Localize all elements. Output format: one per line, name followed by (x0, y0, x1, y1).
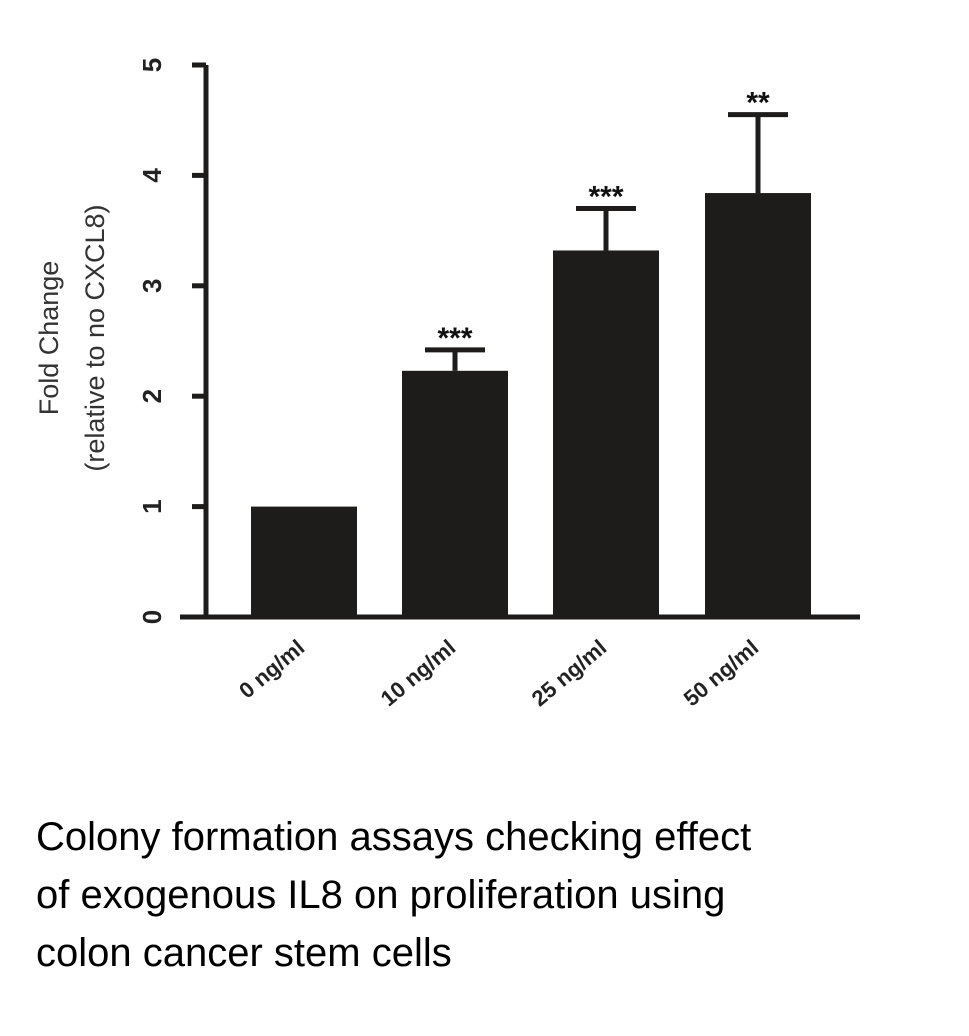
y-tick-label-4: 4 (137, 168, 167, 183)
axes-group (180, 65, 860, 620)
significance-label-1: *** (437, 322, 472, 355)
caption-line-3: colon cancer stem cells (36, 931, 452, 975)
significance-label-3: ** (746, 87, 770, 120)
caption-line-2: of exogenous IL8 on proliferation using (36, 873, 726, 917)
x-tick-label-1: 10 ng/ml (376, 635, 460, 712)
bar-0 (251, 506, 357, 617)
error-bars-group (425, 112, 788, 371)
figure-caption: Colony formation assays checking effect … (36, 808, 956, 982)
caption-line-1: Colony formation assays checking effect (36, 815, 752, 859)
y-ticks-group: 0 1 2 3 4 5 (137, 58, 206, 624)
bar-3 (705, 193, 811, 617)
y-tick-label-2: 2 (137, 389, 167, 403)
bar-2 (553, 250, 659, 618)
significance-label-2: *** (588, 181, 623, 214)
y-tick-label-0: 0 (137, 610, 167, 624)
x-tick-label-2: 25 ng/ml (527, 635, 611, 712)
x-labels-group: 0 ng/ml 10 ng/ml 25 ng/ml 50 ng/ml (234, 635, 763, 712)
y-axis-title-line-1: Fold Change (34, 261, 64, 416)
y-tick-label-5: 5 (137, 58, 167, 72)
x-tick-label-0: 0 ng/ml (234, 635, 309, 704)
y-axis-title: Fold Change (relative to no CXCL8) (34, 204, 110, 471)
y-tick-label-1: 1 (137, 499, 167, 513)
x-tick-label-3: 50 ng/ml (679, 635, 763, 712)
bar-chart: Fold Change (relative to no CXCL8) *****… (34, 58, 860, 712)
y-axis-title-line-2: (relative to no CXCL8) (80, 204, 110, 471)
y-tick-label-3: 3 (137, 279, 167, 293)
bars-group (251, 193, 811, 618)
significance-group: ******** (437, 87, 770, 355)
bar-1 (402, 370, 508, 617)
